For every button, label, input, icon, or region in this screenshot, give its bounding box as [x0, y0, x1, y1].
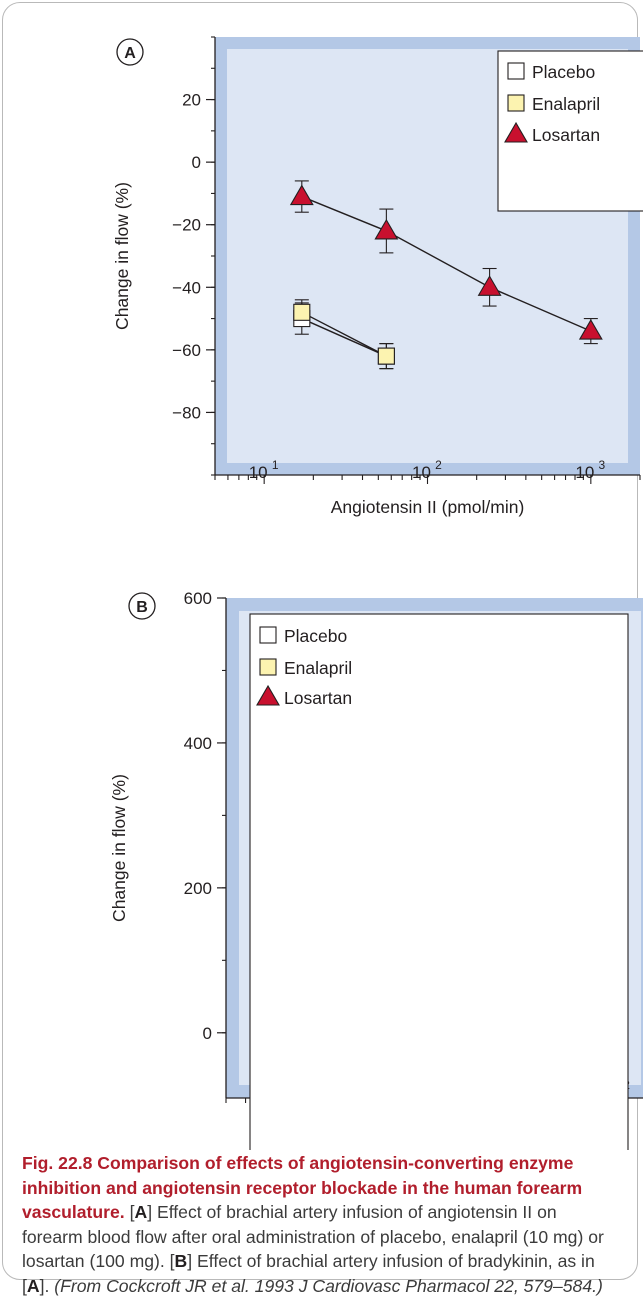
figure-caption: Fig. 22.8 Comparison of effects of angio…	[22, 1151, 622, 1298]
legend-swatch-losartan	[504, 121, 528, 143]
legend-swatch-placebo	[259, 626, 277, 644]
y-tick-label: 0	[203, 1024, 212, 1043]
y-tick-label: 400	[184, 734, 212, 753]
legend-label-placebo: Placebo	[284, 626, 347, 646]
y-tick-label: −40	[172, 278, 201, 297]
caption-text-2: ] Effect of brachial artery infusion of …	[22, 1202, 604, 1271]
x-axis-label: Angiotensin II (pmol/min)	[331, 497, 525, 517]
data-point-enalapril	[377, 347, 395, 365]
data-point-losartan	[374, 218, 399, 240]
series-line-placebo	[301, 317, 387, 357]
panel-label: A	[124, 45, 136, 62]
series-group	[289, 180, 603, 370]
caption-title: Fig. 22.8 Comparison of effects of angio…	[22, 1153, 583, 1222]
x-tick-label: 10	[575, 463, 594, 482]
panel-b: B6004002000101102Bradykinin (pmol/min)Ch…	[109, 589, 643, 1150]
data-point-losartan	[289, 184, 314, 206]
legend-swatch-enalapril	[507, 94, 525, 112]
panel-badge-circle	[116, 38, 144, 66]
data-point-losartan	[578, 318, 603, 340]
panel-badge-circle	[128, 592, 156, 620]
y-tick-label: −80	[172, 403, 201, 422]
y-tick-label: 20	[182, 91, 201, 110]
panel-a: A 20 0 −20 −40 −60 −80 10 1 10 2 10 3 Angiotensin II …	[112, 36, 643, 517]
caption-ref-a: A	[134, 1202, 148, 1222]
y-tick-label: 0	[192, 153, 201, 172]
series-line-enalapril	[301, 311, 387, 357]
caption-text-1: [	[124, 1202, 135, 1222]
x-tick-exponent: 2	[435, 458, 442, 472]
x-tick-label: 10	[249, 463, 268, 482]
data-point-enalapril	[293, 303, 311, 321]
y-axis-label: Change in flow (%)	[112, 182, 132, 330]
legend-box	[249, 613, 629, 1150]
data-point-losartan	[477, 275, 502, 296]
legend-label-placebo: Placebo	[532, 62, 595, 82]
legend-swatch-losartan	[256, 684, 280, 706]
caption-ref-b: B	[174, 1251, 188, 1271]
panel-label: B	[136, 599, 148, 616]
y-axis-label: Change in flow (%)	[109, 774, 129, 922]
y-tick-label: −20	[172, 216, 201, 235]
x-tick-exponent: 1	[272, 458, 279, 472]
legend-swatch-placebo	[507, 62, 525, 80]
legend-swatch-enalapril	[259, 658, 277, 676]
legend-label-enalapril: Enalapril	[284, 658, 352, 678]
y-tick-label: −60	[172, 341, 201, 360]
legend-label-losartan: Losartan	[284, 688, 352, 708]
x-tick-label: 10	[412, 463, 431, 482]
legend-label-enalapril: Enalapril	[532, 94, 600, 114]
series-line-losartan	[301, 195, 592, 332]
y-tick-label: 600	[184, 589, 212, 608]
x-tick-exponent: 3	[598, 458, 605, 472]
legend-label-losartan: Losartan	[532, 125, 600, 145]
y-tick-label: 200	[184, 879, 212, 898]
